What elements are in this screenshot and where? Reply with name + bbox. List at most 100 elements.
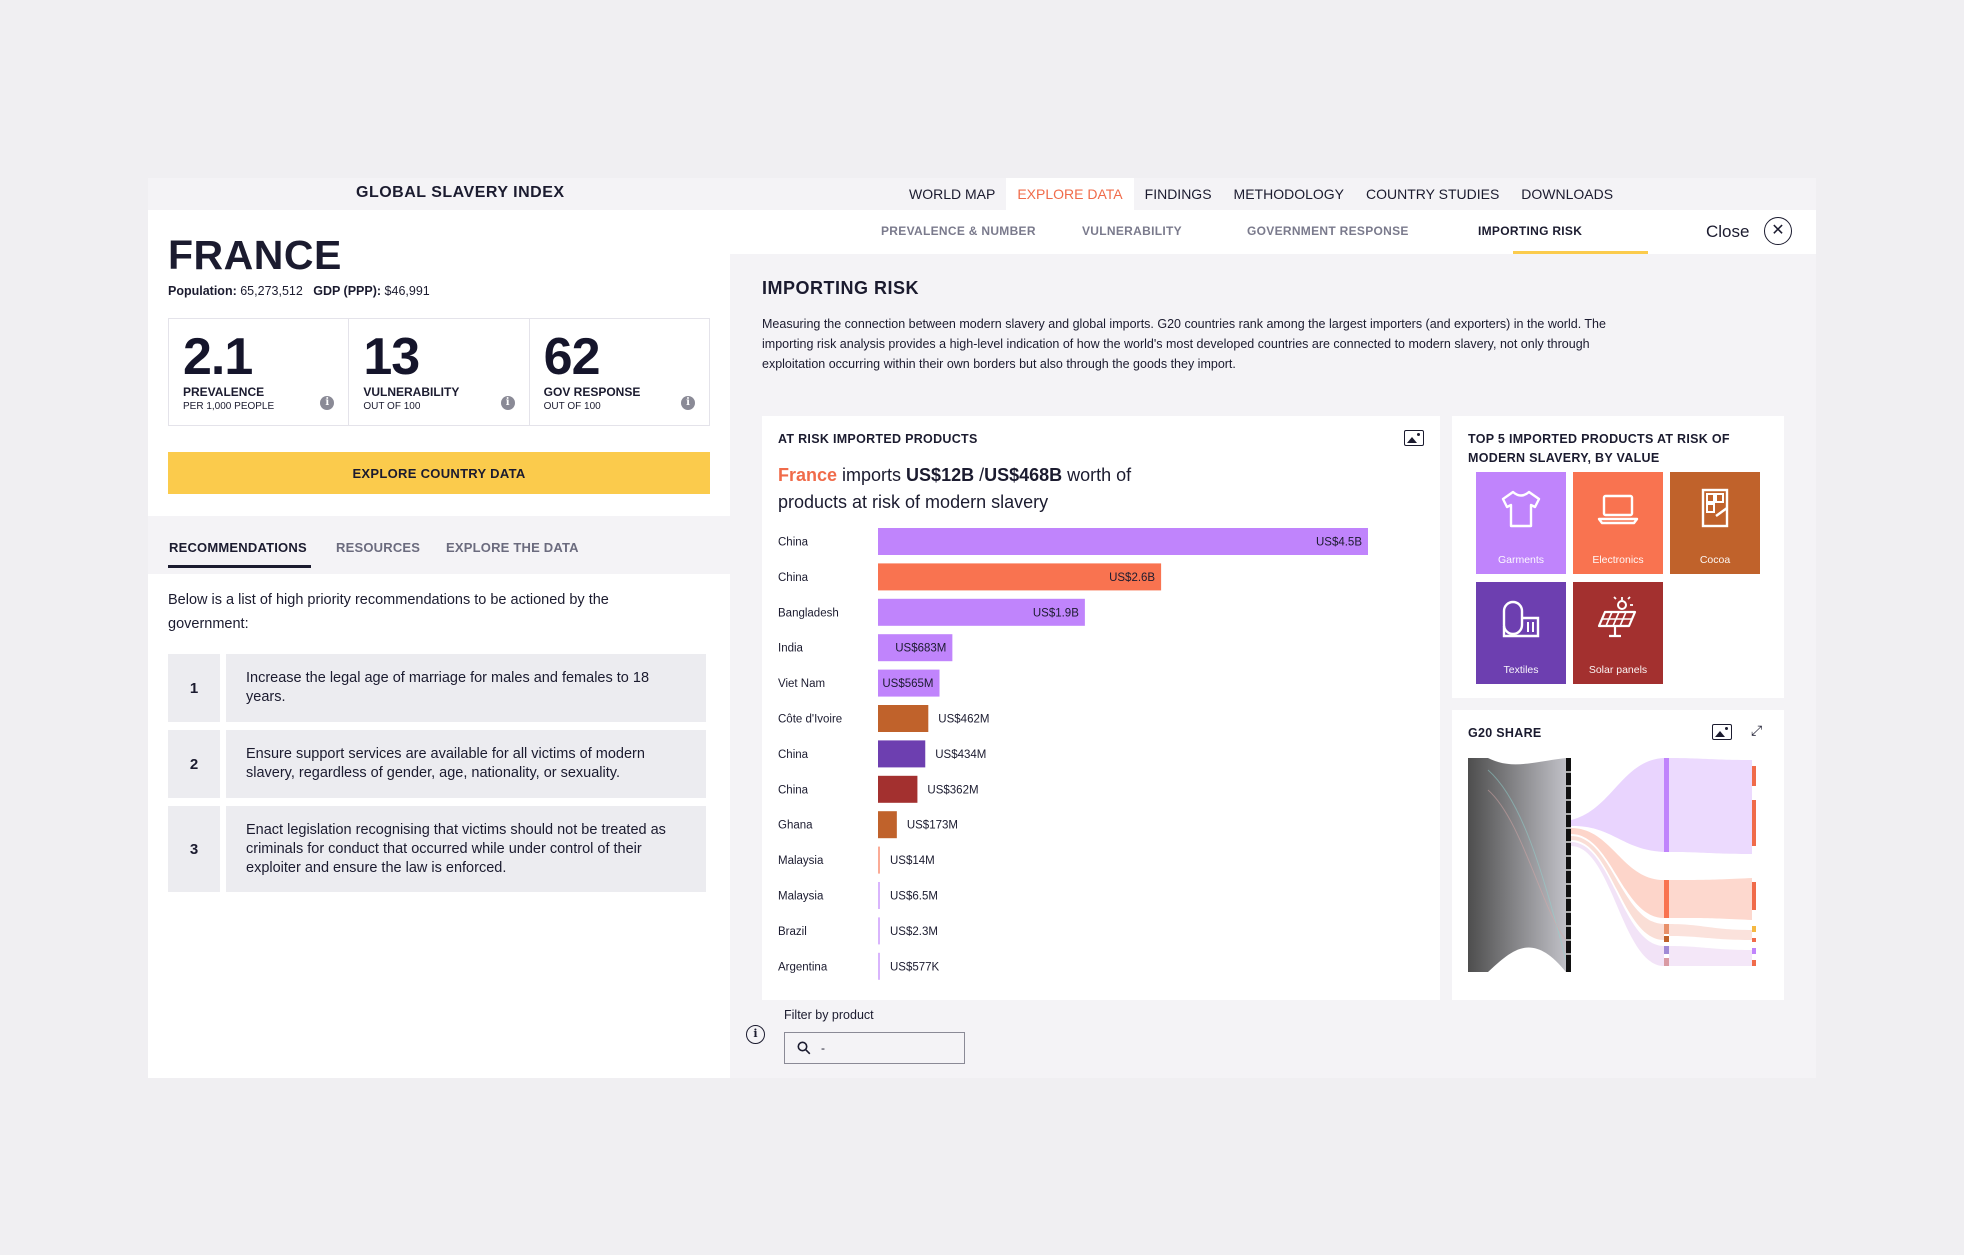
stat-label: GOV RESPONSE <box>543 385 641 399</box>
stats-row: 2.1 PREVALENCE PER 1,000 PEOPLE i 13 VUL… <box>168 318 710 426</box>
product-tile-textiles[interactable]: Textiles <box>1476 582 1566 684</box>
bar-value-label: US$577K <box>890 961 940 973</box>
bar-category-label: India <box>778 643 804 655</box>
headline-post: worth of products at risk of modern slav… <box>778 465 1132 512</box>
bar-category-label: Malaysia <box>778 891 824 903</box>
fullscreen-icon[interactable]: ⤢ <box>1751 722 1763 738</box>
tile-label: Cocoa <box>1699 554 1731 566</box>
tab-resources[interactable]: RESOURCES <box>336 540 421 555</box>
g20-share-card: G20 SHARE ⤢ <box>1452 710 1784 1000</box>
info-icon[interactable]: i <box>500 396 515 410</box>
tab-importing-risk[interactable]: IMPORTING RISK <box>1478 224 1583 238</box>
nav-methodology[interactable]: METHODOLOGY <box>1233 186 1344 202</box>
recommendations-intro: Below is a list of high priority recomme… <box>168 592 609 632</box>
download-image-icon[interactable] <box>1712 724 1732 740</box>
stat-value: 2.1 <box>183 328 253 386</box>
active-tab-indicator <box>1513 251 1648 254</box>
laptop-icon <box>1597 494 1639 525</box>
nav-country-studies[interactable]: COUNTRY STUDIES <box>1366 186 1500 202</box>
download-image-icon[interactable] <box>1404 430 1424 446</box>
filter-product-input[interactable] <box>784 1032 965 1064</box>
card-title: G20 SHARE <box>1468 726 1542 740</box>
recommendation-text: Increase the legal age of marriage for m… <box>226 654 706 722</box>
bar[interactable] <box>878 952 880 980</box>
bar-category-label: Viet Nam <box>778 678 825 690</box>
explore-country-data-button[interactable]: EXPLORE COUNTRY DATA <box>168 452 710 494</box>
bar-category-label: Bangladesh <box>778 607 839 619</box>
bar[interactable] <box>878 634 953 662</box>
close-label[interactable]: Close <box>1706 222 1750 241</box>
country-facts: Population: 65,273,512 GDP (PPP): $46,99… <box>168 284 430 298</box>
nav-findings[interactable]: FINDINGS <box>1144 186 1212 202</box>
filter-wrapper <box>784 1032 965 1064</box>
bar[interactable] <box>878 846 880 874</box>
product-tile-electronics[interactable]: Electronics <box>1573 472 1663 574</box>
recommendation-number: 2 <box>168 730 220 798</box>
headline-amount: US$12B <box>906 465 975 485</box>
close-icon[interactable]: ✕ <box>1764 217 1792 245</box>
headline-sep: / <box>974 465 985 485</box>
population-label: Population: <box>168 284 237 298</box>
bar-value-label: US$173M <box>907 820 958 832</box>
stat-sub: OUT OF 100 <box>543 401 601 412</box>
at-risk-bar-chart: China US$4.5B China US$2.6B Bangladesh US$1.9… <box>778 528 1368 980</box>
stat-label: PREVALENCE <box>183 385 265 399</box>
main-nav: WORLD MAP EXPLORE DATA FINDINGS METHODOL… <box>898 178 1624 210</box>
gdp-value: $46,991 <box>384 284 430 298</box>
recommendation-number: 1 <box>168 654 220 722</box>
stat-gov-response: 62 GOV RESPONSE OUT OF 100 i <box>530 319 709 425</box>
bar[interactable] <box>878 811 897 839</box>
recommendation-item: 1 Increase the legal age of marriage for… <box>168 654 706 722</box>
nav-world-map[interactable]: WORLD MAP <box>909 186 996 202</box>
recommendation-item: 3 Enact legislation recognising that vic… <box>168 806 706 892</box>
nav-explore-data[interactable]: EXPLORE DATA <box>1006 178 1134 210</box>
product-tile-solar-panels[interactable]: Solar panels <box>1573 582 1663 684</box>
bar-value-label: US$683M <box>895 643 946 655</box>
top5-products-card: TOP 5 IMPORTED PRODUCTS AT RISK OF MODER… <box>1452 416 1784 698</box>
info-icon[interactable]: i <box>320 396 335 410</box>
nav-downloads[interactable]: DOWNLOADS <box>1521 186 1614 202</box>
bar[interactable] <box>878 563 1162 591</box>
bar-value-label: US$565M <box>882 678 933 690</box>
tile-label: Solar panels <box>1588 664 1648 676</box>
brand-logo-text[interactable]: GLOBAL SLAVERY INDEX <box>356 184 565 201</box>
bar[interactable] <box>878 917 880 945</box>
bar[interactable] <box>878 528 1368 555</box>
bar-value-label: US$2.3M <box>890 926 938 938</box>
tile-label: Textiles <box>1503 664 1539 676</box>
tab-government-response[interactable]: GOVERNMENT RESPONSE <box>1247 224 1409 238</box>
info-icon[interactable]: i <box>746 1025 765 1044</box>
bar-category-label: China <box>778 784 809 796</box>
solar-panel-icon <box>1597 596 1637 638</box>
bar[interactable] <box>878 740 926 768</box>
stat-value: 62 <box>543 328 601 386</box>
country-data-tabs: PREVALENCE & NUMBER VULNERABILITY GOVERN… <box>730 210 1816 254</box>
info-icon[interactable]: i <box>680 396 695 410</box>
tab-prevalence-number[interactable]: PREVALENCE & NUMBER <box>881 224 1036 238</box>
section-title: IMPORTING RISK <box>762 278 920 298</box>
tab-recommendations[interactable]: RECOMMENDATIONS <box>169 540 307 555</box>
section-description: Measuring the connection between modern … <box>762 317 1606 371</box>
bar-category-label: Brazil <box>778 926 807 938</box>
top-navigation: GLOBAL SLAVERY INDEX WORLD MAP EXPLORE D… <box>148 178 1816 210</box>
bar[interactable] <box>878 669 940 697</box>
recommendation-item: 2 Ensure support services are available … <box>168 730 706 798</box>
bar[interactable] <box>878 598 1085 626</box>
bar[interactable] <box>878 705 929 732</box>
recommendation-text: Enact legislation recognising that victi… <box>226 806 706 892</box>
bar[interactable] <box>878 882 880 909</box>
tab-explore-the-data[interactable]: EXPLORE THE DATA <box>446 540 579 555</box>
bar-category-label: China <box>778 537 809 549</box>
bar-category-label: Côte d'Ivoire <box>778 714 842 726</box>
bar-value-label: US$434M <box>935 749 986 761</box>
app-frame: GLOBAL SLAVERY INDEX WORLD MAP EXPLORE D… <box>148 178 1816 1078</box>
bar-category-label: Malaysia <box>778 855 824 867</box>
bar[interactable] <box>878 775 918 803</box>
tab-vulnerability[interactable]: VULNERABILITY <box>1082 224 1182 238</box>
at-risk-products-card: AT RISK IMPORTED PRODUCTS France imports… <box>762 416 1440 1000</box>
bar-value-label: US$362M <box>927 784 978 796</box>
product-tile-garments[interactable]: Garments <box>1476 472 1566 574</box>
product-tile-cocoa[interactable]: Cocoa <box>1670 472 1760 574</box>
tshirt-icon <box>1501 490 1541 528</box>
stat-label: VULNERABILITY <box>363 385 460 399</box>
